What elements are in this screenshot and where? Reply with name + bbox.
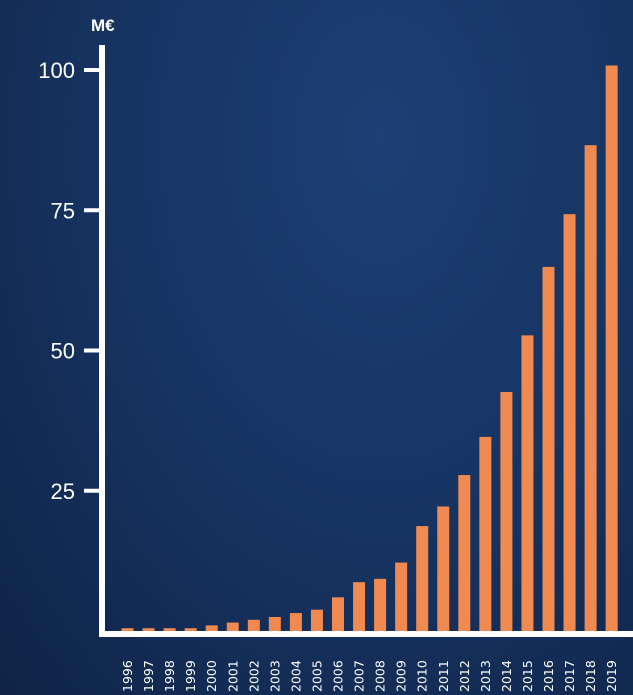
x-tick-label-1999: 1999 — [183, 660, 198, 692]
x-tick-label-1997: 1997 — [141, 660, 156, 692]
x-axis-labels: 1996 1997 1998 1999 2000 2001 2002 2003 2004 2005… — [120, 660, 619, 692]
x-tick-label-2007: 2007 — [352, 660, 367, 692]
bar-2006 — [332, 597, 344, 631]
x-tick-label-1996: 1996 — [120, 660, 135, 692]
x-tick-label-2017: 2017 — [562, 660, 577, 692]
bar-2014 — [500, 392, 513, 631]
y-axis-unit-label: M€ — [91, 16, 115, 35]
x-tick-label-2003: 2003 — [267, 660, 282, 692]
x-tick-label-2018: 2018 — [583, 660, 598, 692]
y-tick-label: 75 — [51, 198, 75, 223]
bar-2008 — [374, 578, 387, 631]
y-axis-ticks: 25 50 75 100 — [38, 58, 102, 504]
x-tick-label-2002: 2002 — [246, 660, 261, 692]
bar-2001 — [226, 622, 239, 631]
x-tick-label-2014: 2014 — [499, 660, 514, 692]
bar-2019 — [605, 65, 618, 631]
bar-2002 — [247, 619, 260, 631]
y-tick-label: 25 — [51, 479, 75, 504]
bar-2011 — [437, 506, 450, 631]
bar-2000 — [205, 625, 218, 631]
x-tick-label-2001: 2001 — [225, 660, 240, 692]
bar-1996 — [121, 628, 134, 631]
x-tick-label-2006: 2006 — [331, 660, 346, 692]
x-tick-label-2012: 2012 — [457, 660, 472, 692]
x-tick-label-2013: 2013 — [478, 660, 493, 692]
bar-2017 — [563, 214, 576, 631]
x-tick-label-2009: 2009 — [394, 660, 409, 692]
bar-2004 — [289, 613, 302, 631]
bar-2010 — [416, 526, 429, 631]
bar-2005 — [310, 609, 323, 631]
bar-1998 — [163, 628, 176, 631]
bar-2007 — [353, 582, 366, 631]
bar-2009 — [395, 562, 408, 631]
bar-2013 — [479, 436, 492, 631]
bar-2012 — [458, 475, 471, 631]
x-tick-label-2004: 2004 — [288, 660, 303, 692]
x-tick-label-2008: 2008 — [373, 660, 388, 692]
x-tick-label-2000: 2000 — [204, 660, 219, 692]
x-tick-label-2011: 2011 — [436, 660, 451, 692]
bars — [121, 65, 618, 631]
x-tick-label-1998: 1998 — [162, 660, 177, 692]
y-tick-label: 50 — [51, 339, 75, 364]
x-tick-label-2016: 2016 — [541, 660, 556, 692]
bar-2003 — [268, 616, 281, 631]
x-tick-label-2019: 2019 — [604, 660, 619, 692]
x-tick-label-2015: 2015 — [520, 660, 535, 692]
bar-1999 — [184, 628, 197, 631]
bar-2018 — [584, 145, 597, 631]
bar-1997 — [142, 628, 155, 631]
bar-2015 — [521, 335, 534, 631]
y-tick-label: 100 — [38, 58, 75, 83]
x-tick-label-2005: 2005 — [309, 660, 324, 692]
x-tick-label-2010: 2010 — [415, 660, 430, 692]
bar-2016 — [542, 266, 555, 631]
